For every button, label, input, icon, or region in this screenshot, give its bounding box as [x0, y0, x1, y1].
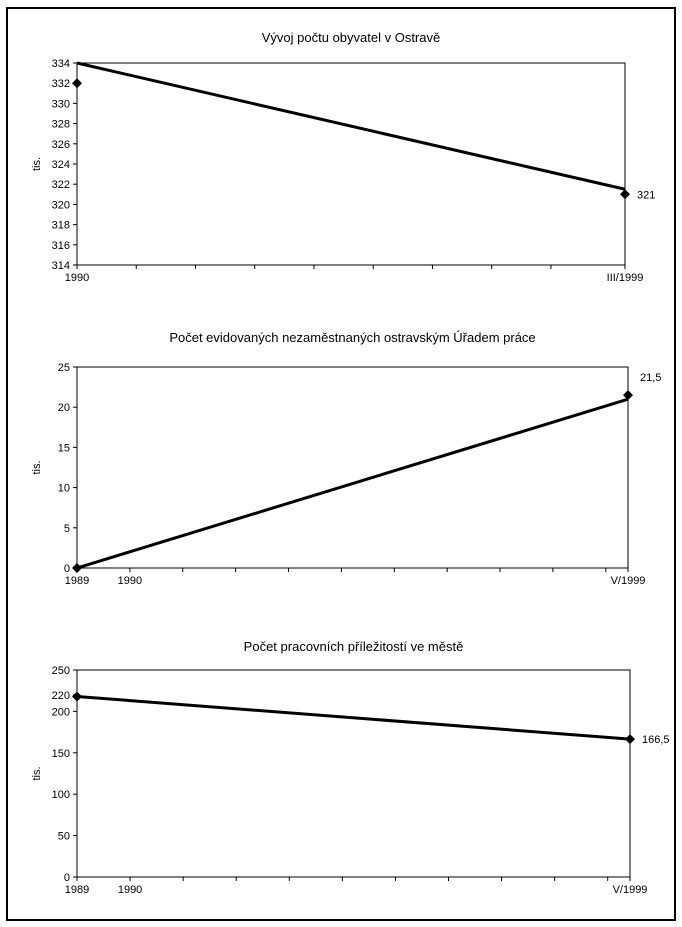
page-frame [6, 7, 676, 921]
chart1-y-tick-label: 326 [52, 139, 70, 151]
chart1-data-label: 321 [637, 189, 655, 201]
chart1-y-axis-label: tis. [31, 157, 43, 171]
chart2-data-point [623, 390, 633, 401]
chart1-y-tick-label: 322 [52, 179, 70, 191]
chart1-y-tick-label: 314 [52, 260, 70, 272]
chart3-y-tick-label: 100 [52, 789, 70, 801]
chart2-x-tick-label: V/1999 [611, 575, 646, 587]
chart3-x-tick-label: 1989 [65, 884, 89, 896]
chart1-data-point [72, 78, 82, 89]
chart3-y-tick-label: 220 [52, 690, 70, 702]
chart1-series-line [76, 61, 626, 191]
chart2-y-tick-label: 15 [58, 442, 70, 454]
chart3-y-tick-label: 0 [64, 872, 70, 884]
chart3-y-tick-label: 150 [52, 748, 70, 760]
chart2-data-label: 21,5 [640, 372, 661, 384]
chart1-y-tick-label: 324 [52, 159, 70, 171]
chart1-x-tick-label: 1990 [65, 272, 89, 284]
chart2-y-tick-label: 0 [64, 563, 70, 575]
chart2-title: Počet evidovaných nezaměstnaných ostravs… [169, 330, 535, 345]
chart3-y-tick-label: 200 [52, 706, 70, 718]
chart3-series-line [76, 695, 631, 741]
chart3-data-label: 166,5 [642, 734, 670, 746]
chart3-data-point [625, 734, 635, 745]
chart1-y-tick-label: 332 [52, 78, 70, 90]
chart1-y-tick-label: 334 [52, 58, 70, 70]
chart3-title: Počet pracovních příležitostí ve městě [244, 639, 464, 654]
chart3-y-axis-label: tis. [31, 766, 43, 780]
chart1-title: Vývoj počtu obyvatel v Ostravě [262, 30, 440, 45]
chart1-x-tick-label: III/1999 [607, 272, 644, 284]
chart2-data-point [72, 563, 82, 573]
chart3-plot-area [76, 669, 631, 878]
chart2-x-tick-label: 1990 [118, 575, 142, 587]
chart1-y-tick-label: 316 [52, 240, 70, 252]
chart3-data-point [72, 691, 82, 702]
chart1-y-tick-label: 330 [52, 98, 70, 110]
chart3-x-tick-label: V/1999 [613, 884, 648, 896]
chart2-series-line [76, 397, 629, 570]
chart1-y-tick-label: 318 [52, 220, 70, 232]
chart2-y-tick-label: 25 [58, 362, 70, 374]
chart1-y-tick-label: 328 [52, 119, 70, 131]
chart3-y-tick-label: 50 [58, 831, 70, 843]
chart1-data-point [620, 189, 630, 200]
chart2-x-tick-label: 1989 [65, 575, 89, 587]
chart2-y-tick-label: 5 [64, 523, 70, 535]
chart1-plot-area [76, 62, 626, 266]
chart2-y-axis-label: tis. [31, 460, 43, 474]
chart3-y-tick-label: 250 [52, 665, 70, 677]
chart2-y-tick-label: 10 [58, 483, 70, 495]
chart2-plot-area [76, 366, 629, 569]
chart2-y-tick-label: 20 [58, 402, 70, 414]
chart3-x-tick-label: 1990 [118, 884, 142, 896]
chart1-y-tick-label: 320 [52, 199, 70, 211]
